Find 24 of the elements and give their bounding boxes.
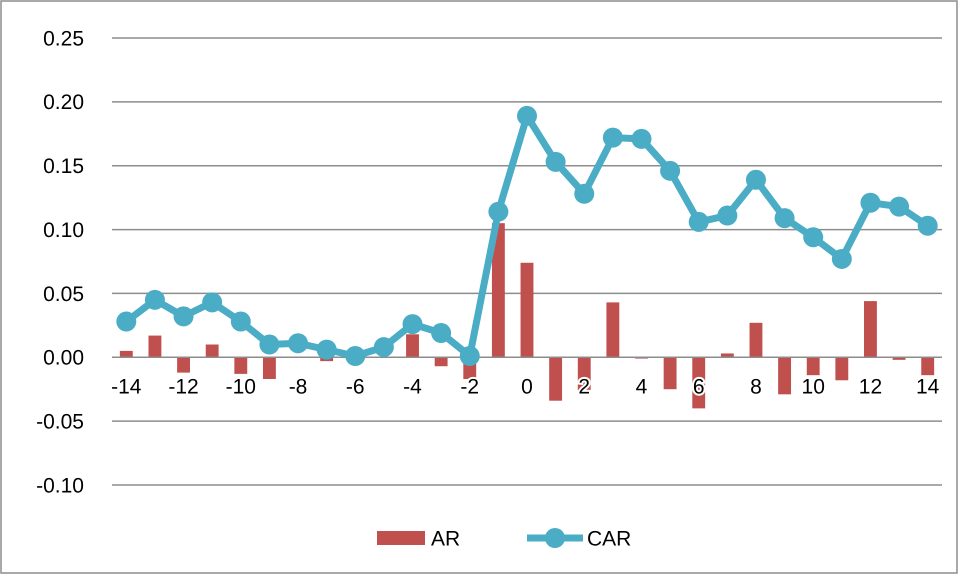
x-tick-label: 12 <box>858 375 882 398</box>
y-tick-label: -0.10 <box>36 474 84 498</box>
x-tick-label: -6 <box>346 375 365 398</box>
x-tick-label: 14 <box>916 375 940 398</box>
x-tick-label: -2 <box>460 375 480 398</box>
x-tick-label: -4 <box>403 375 422 398</box>
x-tick-label: 0 <box>521 375 533 398</box>
x-tick-label: 8 <box>750 375 762 398</box>
x-tick-label: 10 <box>802 375 825 398</box>
legend-label: AR <box>431 527 460 550</box>
y-tick-label: 0.10 <box>43 218 84 242</box>
y-tick-label: 0.05 <box>43 282 84 306</box>
x-tick-label: -10 <box>226 375 256 398</box>
y-tick-label: 0.15 <box>43 155 84 178</box>
y-tick-label: -0.05 <box>36 410 84 434</box>
x-tick-label: -12 <box>168 375 199 398</box>
x-tick-label: -14 <box>111 375 142 398</box>
x-tick-label: -8 <box>288 375 308 398</box>
x-tick-label: 4 <box>636 375 648 398</box>
legend-label: CAR <box>587 527 632 550</box>
y-tick-label: 0.00 <box>43 346 84 370</box>
y-tick-label: 0.25 <box>43 27 84 50</box>
y-tick-label: 0.20 <box>43 91 84 114</box>
x-tick-label: 6 <box>692 375 705 398</box>
